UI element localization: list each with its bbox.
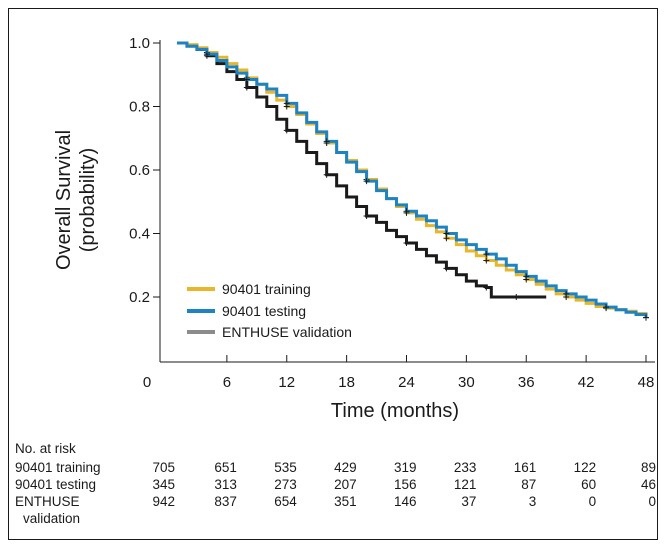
series-layer — [176, 41, 649, 321]
y-ticks: 1.0 0.8 0.6 0.4 0.2 — [129, 35, 160, 306]
y-tick-label: 1.0 — [129, 35, 150, 52]
censor-mark — [443, 265, 450, 272]
legend-label-testing: 90401 testing — [222, 303, 306, 319]
y-tick-label: 0.6 — [129, 162, 150, 179]
x-tick-label: 48 — [638, 374, 655, 391]
y-tick-label: 0.2 — [129, 289, 150, 306]
y-tick-label: 0.8 — [129, 99, 150, 116]
x-tick-label: 24 — [398, 374, 415, 391]
censor-mark — [323, 171, 330, 178]
censor-mark — [283, 127, 290, 134]
censor-mark — [403, 240, 410, 247]
censor-mark — [323, 138, 330, 145]
x-axis-title: Time (months) — [331, 400, 459, 422]
y-axis-title-line2: (probability) — [77, 148, 99, 252]
series-line-90401-testing — [176, 41, 648, 318]
censor-mark — [243, 84, 250, 91]
series-line-enthuse-validation — [176, 41, 547, 299]
figure-frame — [8, 8, 658, 540]
censor-mark — [283, 100, 290, 107]
censor-mark — [363, 178, 370, 185]
censor-mark — [483, 257, 490, 264]
x-tick-label: 18 — [338, 374, 355, 391]
x-tick-label: 42 — [578, 374, 595, 391]
censor-mark — [403, 208, 410, 215]
axes — [159, 40, 655, 363]
censor-mark — [523, 273, 530, 280]
x-tick-label: 12 — [278, 374, 295, 391]
legend-label-enthuse: ENTHUSE validation — [222, 324, 352, 340]
censor-mark — [603, 304, 610, 311]
y-axis-title-line1: Overall Survival — [53, 130, 75, 270]
censor-mark — [243, 76, 250, 83]
legend: 90401 training 90401 testing ENTHUSE val… — [187, 281, 352, 340]
censor-mark — [513, 294, 520, 300]
x-tick-label: 6 — [223, 374, 231, 391]
censor-mark — [203, 51, 210, 58]
censor-mark — [443, 230, 450, 237]
y-tick-label: 0.4 — [129, 226, 150, 243]
censor-mark — [643, 314, 649, 321]
x-tick-label: 30 — [458, 374, 475, 391]
censor-mark — [563, 290, 570, 297]
censor-mark — [483, 284, 490, 291]
censor-mark — [483, 251, 490, 258]
x-tick-label: 0 — [143, 374, 151, 391]
x-tick-label: 36 — [518, 374, 535, 391]
censor-mark — [363, 213, 370, 220]
legend-label-training: 90401 training — [222, 281, 311, 297]
x-ticks: 0 6 12 18 24 30 36 42 48 — [143, 355, 655, 391]
